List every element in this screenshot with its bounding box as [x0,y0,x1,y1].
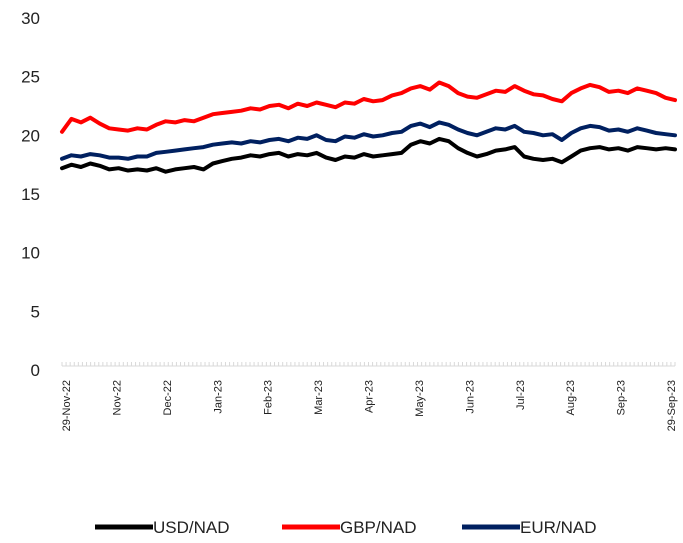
y-tick-label: 25 [21,68,40,87]
series-line-gbp-nad [60,80,677,134]
x-tick-label: Apr-23 [364,380,376,413]
x-tick-label: Mar-23 [313,380,325,415]
series-line-eur-nad [60,120,677,161]
series-layer [60,80,677,174]
x-tick-label: 29-Nov-22 [61,380,73,431]
legend-label: GBP/NAD [340,518,417,537]
y-tick-label: 0 [31,361,40,380]
legend-label: USD/NAD [153,518,230,537]
legend: USD/NAD GBP/NAD EUR/NAD [95,518,597,537]
x-tick-label: 29-Sep-23 [666,380,678,431]
x-tick-label: Dec-22 [162,380,174,415]
x-tick-label: Nov-22 [111,380,123,415]
legend-label: EUR/NAD [520,518,597,537]
series-line-usd-nad [60,136,677,174]
y-tick-label: 30 [21,9,40,28]
x-tick-label: May-23 [414,380,426,417]
x-tick-label: Feb-23 [263,380,275,415]
y-tick-label: 10 [21,244,40,263]
x-tick-label: Jan-23 [212,380,224,414]
x-tick-label: Sep-23 [616,380,628,415]
x-tick-label: Jun-23 [464,380,476,414]
y-tick-label: 15 [21,185,40,204]
y-tick-label: 20 [21,126,40,145]
x-axis: 29-Nov-22 Nov-22 Dec-22 Jan-23 Feb-23 Mar-23 A… [61,362,678,431]
x-tick-label: Aug-23 [565,380,577,415]
x-tick-label: Jul-23 [515,380,527,410]
y-tick-label: 5 [31,302,40,321]
y-axis: 0 5 10 15 20 25 30 [21,9,40,380]
